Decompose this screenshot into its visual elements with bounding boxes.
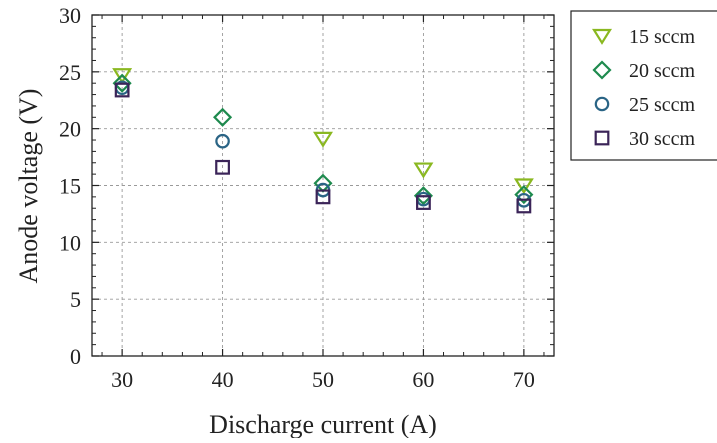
legend-marker <box>592 28 612 45</box>
y-tick-label: 10 <box>59 230 81 255</box>
legend-label: 20 sccm <box>629 60 696 82</box>
data-point <box>413 186 433 206</box>
data-point <box>513 178 534 195</box>
data-point <box>112 68 133 85</box>
x-tick-label: 70 <box>513 367 535 392</box>
legend-marker <box>592 60 612 80</box>
data-point <box>313 131 333 148</box>
data-point <box>416 195 431 210</box>
legend-item: 15 sccm <box>592 26 696 48</box>
legend-item: 25 sccm <box>594 94 696 116</box>
legend-label: 25 sccm <box>629 94 696 116</box>
data-point <box>413 162 434 179</box>
y-axis-label: Anode voltage (V) <box>14 89 43 284</box>
legend-item: 30 sccm <box>594 128 696 150</box>
legend-item: 20 sccm <box>592 60 696 82</box>
y-tick-label: 0 <box>70 344 81 369</box>
data-point <box>315 189 331 205</box>
y-tick-label: 15 <box>59 174 81 199</box>
data-point <box>516 198 532 214</box>
data-point <box>514 185 534 205</box>
y-tick-label: 30 <box>59 3 81 28</box>
x-tick-label: 50 <box>312 367 334 392</box>
data-point <box>215 133 230 149</box>
legend-label: 15 sccm <box>629 26 696 48</box>
x-tick-label: 40 <box>212 367 234 392</box>
y-tick-label: 25 <box>59 60 81 85</box>
data-point <box>112 73 132 93</box>
data-point <box>213 107 233 127</box>
legend: 15 sccm 20 sccm 25 sccm 30 sccm <box>570 10 717 161</box>
ticks: 30 40 50 60 70 0 5 10 15 20 25 30 <box>59 3 554 392</box>
y-tick-label: 5 <box>70 287 81 312</box>
data-point <box>215 159 230 175</box>
x-tick-label: 60 <box>412 367 434 392</box>
x-tick-label: 30 <box>111 367 133 392</box>
data-markers <box>112 68 534 214</box>
y-tick-label: 20 <box>59 117 81 142</box>
x-axis-label: Discharge current (A) <box>209 410 437 438</box>
legend-marker <box>594 130 610 146</box>
data-point <box>114 82 130 98</box>
legend-label: 30 sccm <box>629 128 696 150</box>
legend-marker <box>594 96 610 112</box>
grid <box>92 15 554 356</box>
